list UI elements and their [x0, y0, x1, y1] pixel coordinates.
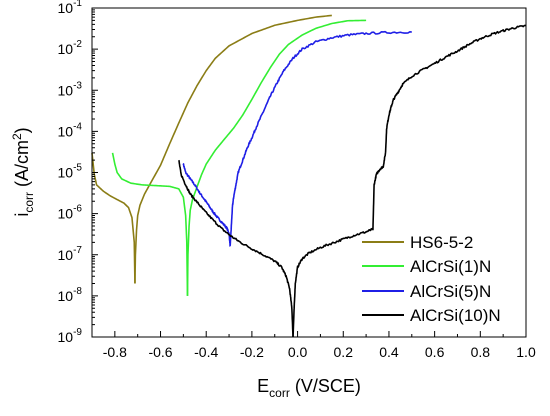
x-axis-title-main: E	[257, 376, 269, 396]
series-line-alcrsi-10-n-anodic	[292, 24, 527, 338]
x-tick-label: 0.0	[288, 344, 308, 360]
y-tick-label: 10-6	[58, 204, 83, 222]
labels-layer: -0.8 -0.6 -0.4 -0.2 0.0 0.2 0.4 0.6 0.8 1.0 10-9 10…	[58, 0, 536, 360]
series-line-alcrsi-1-n-cathodic	[111, 152, 189, 296]
x-tick-label: -0.8	[103, 344, 127, 360]
x-tick-label: 0.8	[471, 344, 491, 360]
x-tick-label: -0.6	[148, 344, 172, 360]
series-line-alcrsi-5-n-anodic	[229, 30, 412, 246]
y-axis-title-main: i	[12, 213, 32, 217]
y-tick-label: 10-2	[58, 39, 83, 57]
y-axis-title-sup: 2	[10, 133, 24, 140]
series-layer	[91, 14, 527, 338]
series-line-hs6-5-2-anodic	[134, 14, 332, 284]
series-line-alcrsi-10-n-cathodic	[178, 159, 294, 338]
legend-label-hs6-5-2: HS6-5-2	[410, 233, 473, 252]
x-axis-title: Ecorr (V/SCE)	[257, 376, 361, 400]
y-tick-label: 10-7	[58, 245, 83, 263]
x-tick-label: -0.2	[240, 344, 264, 360]
legend-label-alcrsi-10-n: AlCrSi(10)N	[410, 306, 501, 325]
ticks-layer	[91, 7, 527, 338]
y-axis-title: icorr (A/cm2)	[10, 127, 36, 216]
x-tick-label: 0.2	[334, 344, 354, 360]
y-tick-label: 10-9	[58, 327, 83, 345]
series-line-hs6-5-2-cathodic	[91, 152, 136, 284]
x-axis-title-sub: corr	[269, 386, 290, 400]
x-tick-label: 0.6	[425, 344, 445, 360]
y-tick-label: 10-1	[58, 0, 83, 16]
y-axis-title-close: )	[12, 127, 32, 133]
legend-label-alcrsi-5-n: AlCrSi(5)N	[410, 282, 491, 301]
legend-label-alcrsi-1-n: AlCrSi(1)N	[410, 257, 491, 276]
y-tick-label: 10-4	[58, 121, 83, 139]
y-tick-label: 10-3	[58, 80, 83, 98]
x-axis-title-rest: (V/SCE)	[290, 376, 361, 396]
y-tick-label: 10-8	[58, 286, 83, 304]
legend: HS6-5-2 AlCrSi(1)N AlCrSi(5)N AlCrSi(10)…	[362, 233, 501, 325]
x-tick-label: -0.4	[194, 344, 218, 360]
y-axis-title-rest: (A/cm	[12, 140, 32, 192]
series-line-alcrsi-1-n-anodic	[186, 19, 367, 296]
y-tick-label: 10-5	[58, 163, 83, 181]
x-tick-label: 0.4	[379, 344, 399, 360]
series-line-alcrsi-5-n-cathodic	[182, 163, 231, 248]
x-tick-label: 1.0	[516, 344, 536, 360]
y-axis-title-sub: corr	[22, 192, 36, 213]
